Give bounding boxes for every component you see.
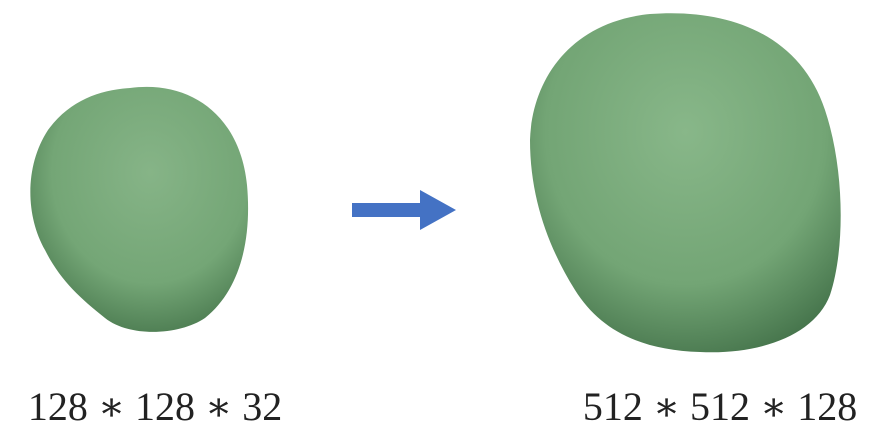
volume-label: 512 ∗ 512 ∗ 128 [583, 384, 857, 426]
diagram: 128 ∗ 128 ∗ 32 512 ∗ 512 ∗ 128 [0, 0, 883, 426]
small-volume [30, 87, 248, 332]
arrow [352, 190, 456, 230]
large-volume [530, 13, 841, 352]
volume-label: 128 ∗ 128 ∗ 32 [28, 384, 282, 426]
page: 128 ∗ 128 ∗ 32 512 ∗ 512 ∗ 128 (() => { … [0, 0, 883, 426]
